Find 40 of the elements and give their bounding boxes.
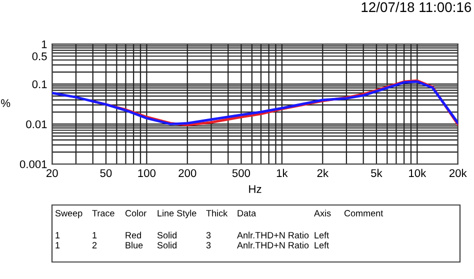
x-tick-label: 10k (409, 168, 426, 178)
text: Solid (157, 242, 176, 248)
text: 3 (206, 242, 211, 248)
text: Data (238, 210, 256, 216)
text: 12/07/18 11:00:16 (362, 2, 472, 12)
text: Thick (206, 210, 228, 216)
text: Line Style (158, 210, 196, 218)
text: Solid (157, 232, 176, 238)
text: 1 (56, 242, 60, 248)
x-tick-label: 5k (371, 168, 382, 178)
text: 3 (206, 232, 211, 238)
text: Left (314, 232, 329, 238)
text: Trace (92, 210, 114, 216)
x-tick-label: 50 (100, 169, 112, 178)
y-tick-label: 0.1 (32, 80, 47, 88)
x-axis-title: Hz (249, 185, 262, 193)
x-tick-label: 1k (276, 168, 288, 177)
text: Blue (126, 242, 143, 248)
text: Red (126, 232, 141, 238)
y-tick-label: 0.01 (26, 120, 47, 128)
text: Axis (314, 210, 331, 216)
x-tick-label: 500 (232, 169, 250, 178)
y-tick-label: 1 (42, 40, 47, 48)
y-axis-title: % (1, 99, 10, 108)
x-tick-label: 2k (317, 168, 329, 177)
text: 2 (92, 242, 97, 248)
text: Sweep (55, 210, 82, 218)
text: Left (314, 242, 329, 248)
y-tick-label: 0.001 (20, 160, 47, 168)
text: Anlr.THD+N Ratio (237, 232, 309, 238)
text: Color (125, 210, 146, 216)
text: Anlr.THD+N Ratio (237, 242, 309, 248)
x-tick-label: 100 (138, 169, 156, 178)
text: 1 (92, 232, 97, 238)
x-tick-label: 20k (449, 168, 467, 178)
text: Comment (344, 210, 384, 216)
x-tick-label: 200 (178, 169, 196, 178)
text: 1 (56, 232, 60, 238)
y-tick-label: 0.5 (32, 52, 47, 60)
x-tick-label: 20 (46, 169, 58, 178)
